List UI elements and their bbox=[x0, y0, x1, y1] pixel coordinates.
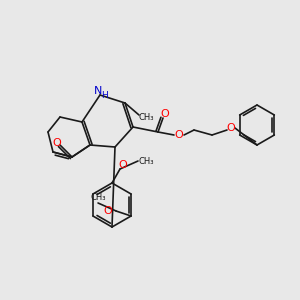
Text: CH₃: CH₃ bbox=[138, 113, 154, 122]
Text: N: N bbox=[94, 86, 102, 96]
Text: O: O bbox=[226, 123, 236, 133]
Text: O: O bbox=[52, 138, 62, 148]
Text: CH₃: CH₃ bbox=[90, 194, 106, 202]
Text: O: O bbox=[118, 160, 127, 170]
Text: H: H bbox=[102, 92, 108, 100]
Text: CH₃: CH₃ bbox=[138, 157, 154, 166]
Text: O: O bbox=[104, 206, 112, 216]
Text: O: O bbox=[160, 109, 169, 119]
Text: O: O bbox=[175, 130, 183, 140]
